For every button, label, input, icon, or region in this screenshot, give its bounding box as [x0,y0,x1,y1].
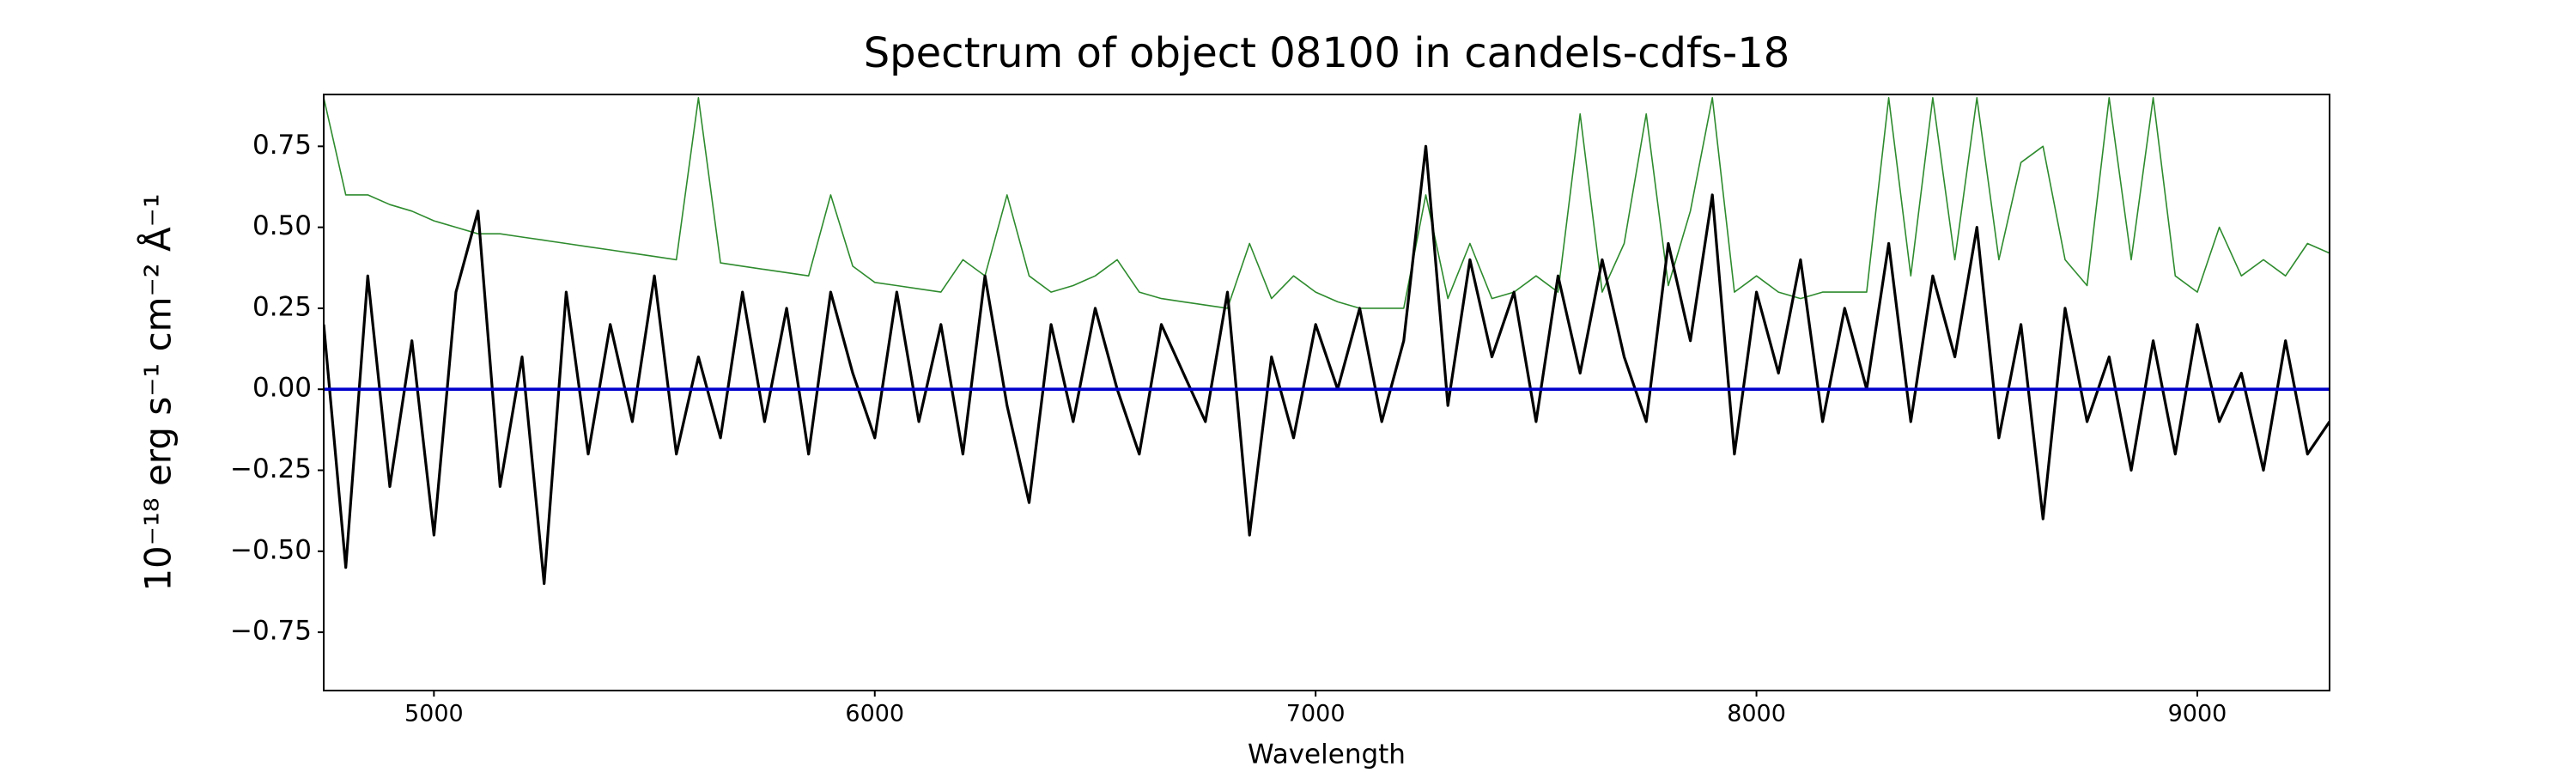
x-axis-label: Wavelength [1248,740,1406,770]
x-tick-label: 6000 [845,701,904,727]
y-tick-label: 0.75 [252,130,312,161]
y-tick-label: 0.00 [252,373,312,404]
plot-frame [323,94,2330,691]
y-tick-label: 0.50 [252,210,312,241]
x-tick-label: 9000 [2168,701,2227,727]
y-tick-label: 0.25 [252,291,312,322]
spectrum-line [324,97,2330,309]
x-tick-label: 8000 [1727,701,1786,727]
chart-title: Spectrum of object 08100 in candels-cdfs… [864,29,1790,77]
y-tick-label: −0.50 [230,534,312,565]
y-tick-label: −0.75 [230,616,312,647]
y-tick-label: −0.25 [230,453,312,484]
y-axis-label: 10⁻¹⁸ erg s⁻¹ cm⁻² Å⁻¹ [137,193,179,591]
x-tick-label: 7000 [1286,701,1346,727]
x-tick-label: 5000 [404,701,464,727]
plot-area [324,97,2330,586]
spectrum-line [324,144,2330,586]
